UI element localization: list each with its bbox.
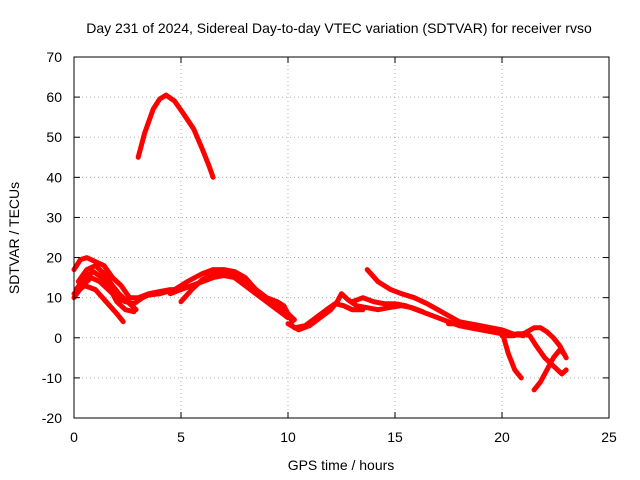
y-tick-label: -10 — [42, 370, 62, 386]
y-axis-label: SDTVAR / TECUs — [6, 182, 22, 294]
y-tick-label: 10 — [46, 290, 62, 306]
y-tick-label: -20 — [42, 410, 62, 426]
x-tick-label: 0 — [70, 429, 78, 445]
series-line-arc-3 — [75, 263, 139, 313]
x-tick-label: 5 — [177, 429, 185, 445]
x-tick-label: 25 — [601, 429, 617, 445]
y-tick-label: 40 — [46, 169, 62, 185]
series-line-arc-5 — [71, 283, 126, 325]
series-line-arc-16 — [531, 347, 567, 393]
y-tick-label: 20 — [46, 250, 62, 266]
chart-title: Day 231 of 2024, Sidereal Day-to-day VTE… — [86, 20, 592, 36]
y-tick-label: 70 — [46, 49, 62, 65]
y-tick-label: 30 — [46, 209, 62, 225]
x-tick-label: 15 — [387, 429, 403, 445]
axis-ticks: 0 5 10 15 20 25 -20 -10 0 10 20 30 40 50 60 70 — [42, 49, 617, 445]
series-line-arc-10 — [291, 301, 366, 331]
x-tick-label: 10 — [280, 429, 296, 445]
x-tick-label: 20 — [494, 429, 510, 445]
y-tick-label: 50 — [46, 129, 62, 145]
y-tick-label: 60 — [46, 89, 62, 105]
series-line-arc-4 — [73, 269, 137, 315]
grid — [74, 57, 609, 418]
series-line-arc-8 — [167, 273, 291, 321]
x-axis-label: GPS time / hours — [288, 457, 395, 473]
y-tick-label: 0 — [54, 330, 62, 346]
series-line-arc-15 — [514, 331, 569, 377]
plot-area-border — [73, 56, 610, 419]
series-line-arc-high — [135, 92, 216, 180]
series-group — [71, 92, 569, 393]
series-line-arc-13 — [446, 321, 524, 381]
